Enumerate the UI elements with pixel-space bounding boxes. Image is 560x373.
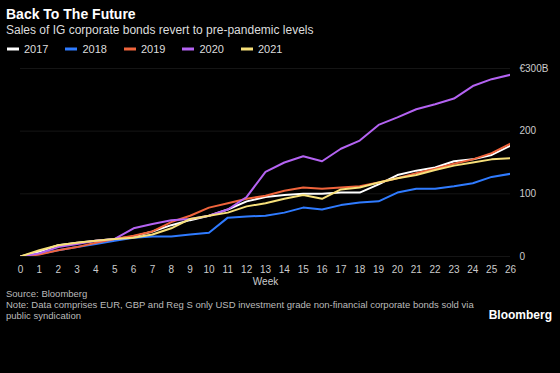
html-text:Sales of IG corporate bonds re: Sales of IG corporate bonds revert to pr…	[6, 23, 314, 37]
svg-text:6: 6	[131, 264, 137, 275]
svg-text:0: 0	[520, 251, 526, 262]
svg-text:5: 5	[112, 264, 118, 275]
svg-text:11: 11	[223, 264, 234, 275]
svg-text:10: 10	[203, 264, 215, 275]
svg-text:8: 8	[168, 264, 174, 275]
svg-text:19: 19	[373, 264, 385, 275]
html-text:Note: Data comprises EUR, GBP: Note: Data comprises EUR, GBP and Reg S …	[6, 299, 474, 321]
html-text:Source: Bloomberg: Source: Bloomberg	[6, 288, 88, 299]
html-text:Back To The Future: Back To The Future	[6, 6, 136, 22]
html-text:2018: 2018	[82, 43, 107, 55]
html-text:2019: 2019	[141, 43, 166, 55]
svg-text:€300B: €300B	[520, 63, 549, 74]
svg-text:200: 200	[520, 125, 537, 136]
svg-text:17: 17	[335, 264, 347, 275]
svg-text:7: 7	[150, 264, 156, 275]
svg-text:100: 100	[520, 188, 537, 199]
svg-text:25: 25	[486, 264, 498, 275]
svg-text:1: 1	[37, 264, 43, 275]
svg-text:Week: Week	[253, 276, 279, 287]
svg-text:0: 0	[18, 264, 24, 275]
svg-text:20: 20	[392, 264, 404, 275]
svg-text:13: 13	[260, 264, 272, 275]
svg-text:22: 22	[430, 264, 442, 275]
html-text:Bloomberg: Bloomberg	[488, 308, 552, 322]
svg-text:18: 18	[354, 264, 366, 275]
svg-text:14: 14	[279, 264, 291, 275]
svg-text:4: 4	[93, 264, 99, 275]
svg-text:26: 26	[505, 264, 517, 275]
svg-text:3: 3	[74, 264, 80, 275]
svg-text:16: 16	[316, 264, 328, 275]
svg-text:23: 23	[448, 264, 460, 275]
svg-text:24: 24	[467, 264, 479, 275]
svg-text:12: 12	[241, 264, 253, 275]
html-text:2017: 2017	[24, 43, 49, 55]
html-text:2021: 2021	[257, 43, 283, 55]
svg-text:9: 9	[187, 264, 193, 275]
svg-text:21: 21	[411, 264, 423, 275]
svg-text:2: 2	[55, 264, 61, 275]
svg-text:15: 15	[298, 264, 310, 275]
html-text:2020: 2020	[199, 43, 224, 55]
